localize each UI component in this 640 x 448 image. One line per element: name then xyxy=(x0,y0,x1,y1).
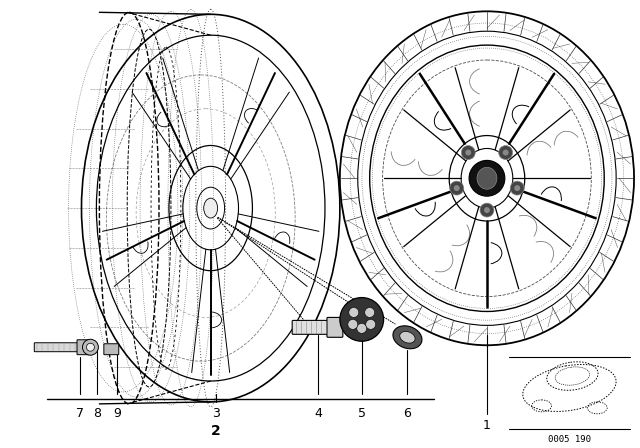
Circle shape xyxy=(83,339,99,355)
Circle shape xyxy=(469,160,505,196)
Circle shape xyxy=(348,319,358,329)
FancyBboxPatch shape xyxy=(77,340,90,355)
Text: 1: 1 xyxy=(483,419,491,432)
Text: 2: 2 xyxy=(211,424,221,438)
FancyBboxPatch shape xyxy=(104,344,119,355)
Circle shape xyxy=(340,297,383,341)
FancyBboxPatch shape xyxy=(35,343,80,352)
FancyBboxPatch shape xyxy=(292,320,329,334)
Ellipse shape xyxy=(204,198,218,218)
Ellipse shape xyxy=(393,326,422,349)
Text: 7: 7 xyxy=(76,407,83,420)
Circle shape xyxy=(365,307,374,318)
Circle shape xyxy=(86,343,95,351)
Circle shape xyxy=(514,185,520,191)
Circle shape xyxy=(349,307,359,318)
Circle shape xyxy=(454,185,460,191)
Circle shape xyxy=(356,323,367,333)
Circle shape xyxy=(484,207,490,213)
Text: 9: 9 xyxy=(113,407,121,420)
Text: 8: 8 xyxy=(93,407,101,420)
Text: 5: 5 xyxy=(358,407,365,420)
Ellipse shape xyxy=(400,332,415,343)
Text: 3: 3 xyxy=(212,407,220,420)
Circle shape xyxy=(365,319,376,329)
Circle shape xyxy=(499,146,513,159)
Text: 4: 4 xyxy=(314,407,322,420)
Circle shape xyxy=(480,203,494,217)
FancyBboxPatch shape xyxy=(327,318,343,337)
Circle shape xyxy=(450,181,463,195)
Circle shape xyxy=(502,150,509,155)
Circle shape xyxy=(465,150,471,155)
Circle shape xyxy=(461,146,476,159)
Circle shape xyxy=(510,181,524,195)
Ellipse shape xyxy=(477,168,497,189)
Text: 6: 6 xyxy=(403,407,412,420)
Text: 0005 190: 0005 190 xyxy=(548,435,591,444)
